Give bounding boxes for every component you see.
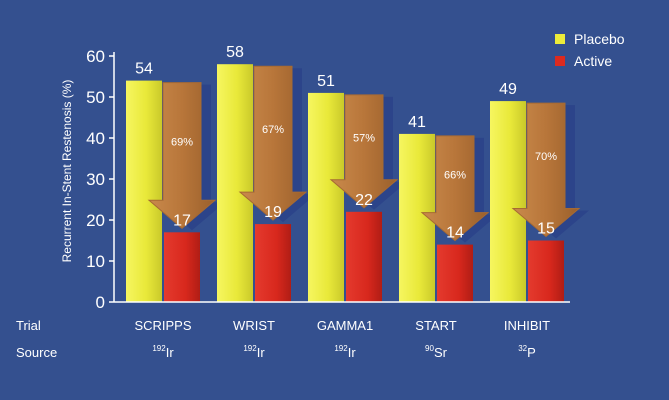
reduction-arrow-inhibit: [511, 102, 581, 238]
bar-active-inhibit: [528, 240, 564, 302]
trial-label-scripps: SCRIPPS: [134, 318, 192, 333]
y-tick-label-40: 40: [86, 129, 105, 148]
trial-label-start: START: [415, 318, 457, 333]
bar-active-scripps: [164, 232, 200, 302]
reduction-arrow-scripps: [147, 82, 217, 229]
source-row-label: Source: [16, 345, 58, 360]
bar-active-wrist: [255, 224, 291, 302]
y-tick-label-60: 60: [86, 47, 105, 66]
legend: Placebo Active: [555, 28, 625, 72]
bar-active-gamma1: [346, 211, 382, 302]
source-label-inhibit: 32P: [518, 344, 536, 360]
bar-placebo-scripps: [126, 80, 162, 302]
reduction-label-gamma1: 57%: [353, 132, 375, 144]
value-label-active-scripps: 17: [173, 212, 191, 229]
trial-label-inhibit: INHIBIT: [503, 318, 551, 333]
source-label-gamma1: 192Ir: [334, 344, 356, 360]
value-label-active-start: 14: [446, 225, 464, 242]
source-label-start: 90Sr: [425, 344, 447, 360]
source-label-scripps: 192Ir: [152, 344, 174, 360]
value-label-placebo-wrist: 58: [226, 44, 244, 61]
y-axis-label: Recurrent In-Stent Restenosis (%): [60, 80, 74, 263]
value-label-active-gamma1: 22: [355, 192, 373, 209]
reduction-arrows: 69% 67% 57% 66% 70%: [147, 65, 581, 242]
bar-active-start: [437, 244, 473, 302]
y-tick-label-20: 20: [86, 211, 105, 230]
legend-item-active: Active: [555, 50, 625, 72]
value-label-placebo-inhibit: 49: [499, 81, 517, 98]
reduction-arrow-wrist: [238, 65, 308, 221]
legend-item-placebo: Placebo: [555, 28, 625, 50]
legend-swatch-placebo: [555, 34, 565, 44]
value-label-placebo-start: 41: [408, 114, 426, 131]
bar-placebo-inhibit: [490, 101, 526, 302]
reduction-label-scripps: 69%: [171, 136, 193, 148]
reduction-arrow-start: [420, 135, 490, 242]
bar-placebo-wrist: [217, 64, 253, 302]
reduction-label-wrist: 67%: [262, 124, 284, 136]
legend-label-active: Active: [574, 53, 613, 69]
y-axis: 0 10 20 30 40 50 60: [86, 47, 570, 312]
y-tick-label-0: 0: [96, 293, 105, 312]
trial-label-gamma1: GAMMA1: [316, 318, 374, 333]
value-label-placebo-scripps: 54: [135, 61, 153, 78]
value-label-placebo-gamma1: 51: [317, 73, 335, 90]
source-label-wrist: 192Ir: [243, 344, 265, 360]
y-tick-label-50: 50: [86, 88, 105, 107]
reduction-label-start: 66%: [444, 169, 466, 181]
y-tick-label-10: 10: [86, 252, 105, 271]
value-label-active-inhibit: 15: [537, 221, 555, 238]
reduction-label-inhibit: 70%: [535, 151, 557, 163]
value-labels: 54 17 58 19 51 22 41 14 49 15: [135, 44, 555, 241]
value-label-active-wrist: 19: [264, 204, 282, 221]
reduction-arrow-gamma1: [329, 94, 399, 209]
legend-swatch-active: [555, 56, 565, 66]
trial-label-wrist: WRIST: [233, 318, 275, 333]
y-tick-label-30: 30: [86, 170, 105, 189]
trial-row-label: Trial: [16, 318, 41, 333]
legend-label-placebo: Placebo: [574, 31, 625, 47]
bar-placebo-gamma1: [308, 92, 344, 303]
